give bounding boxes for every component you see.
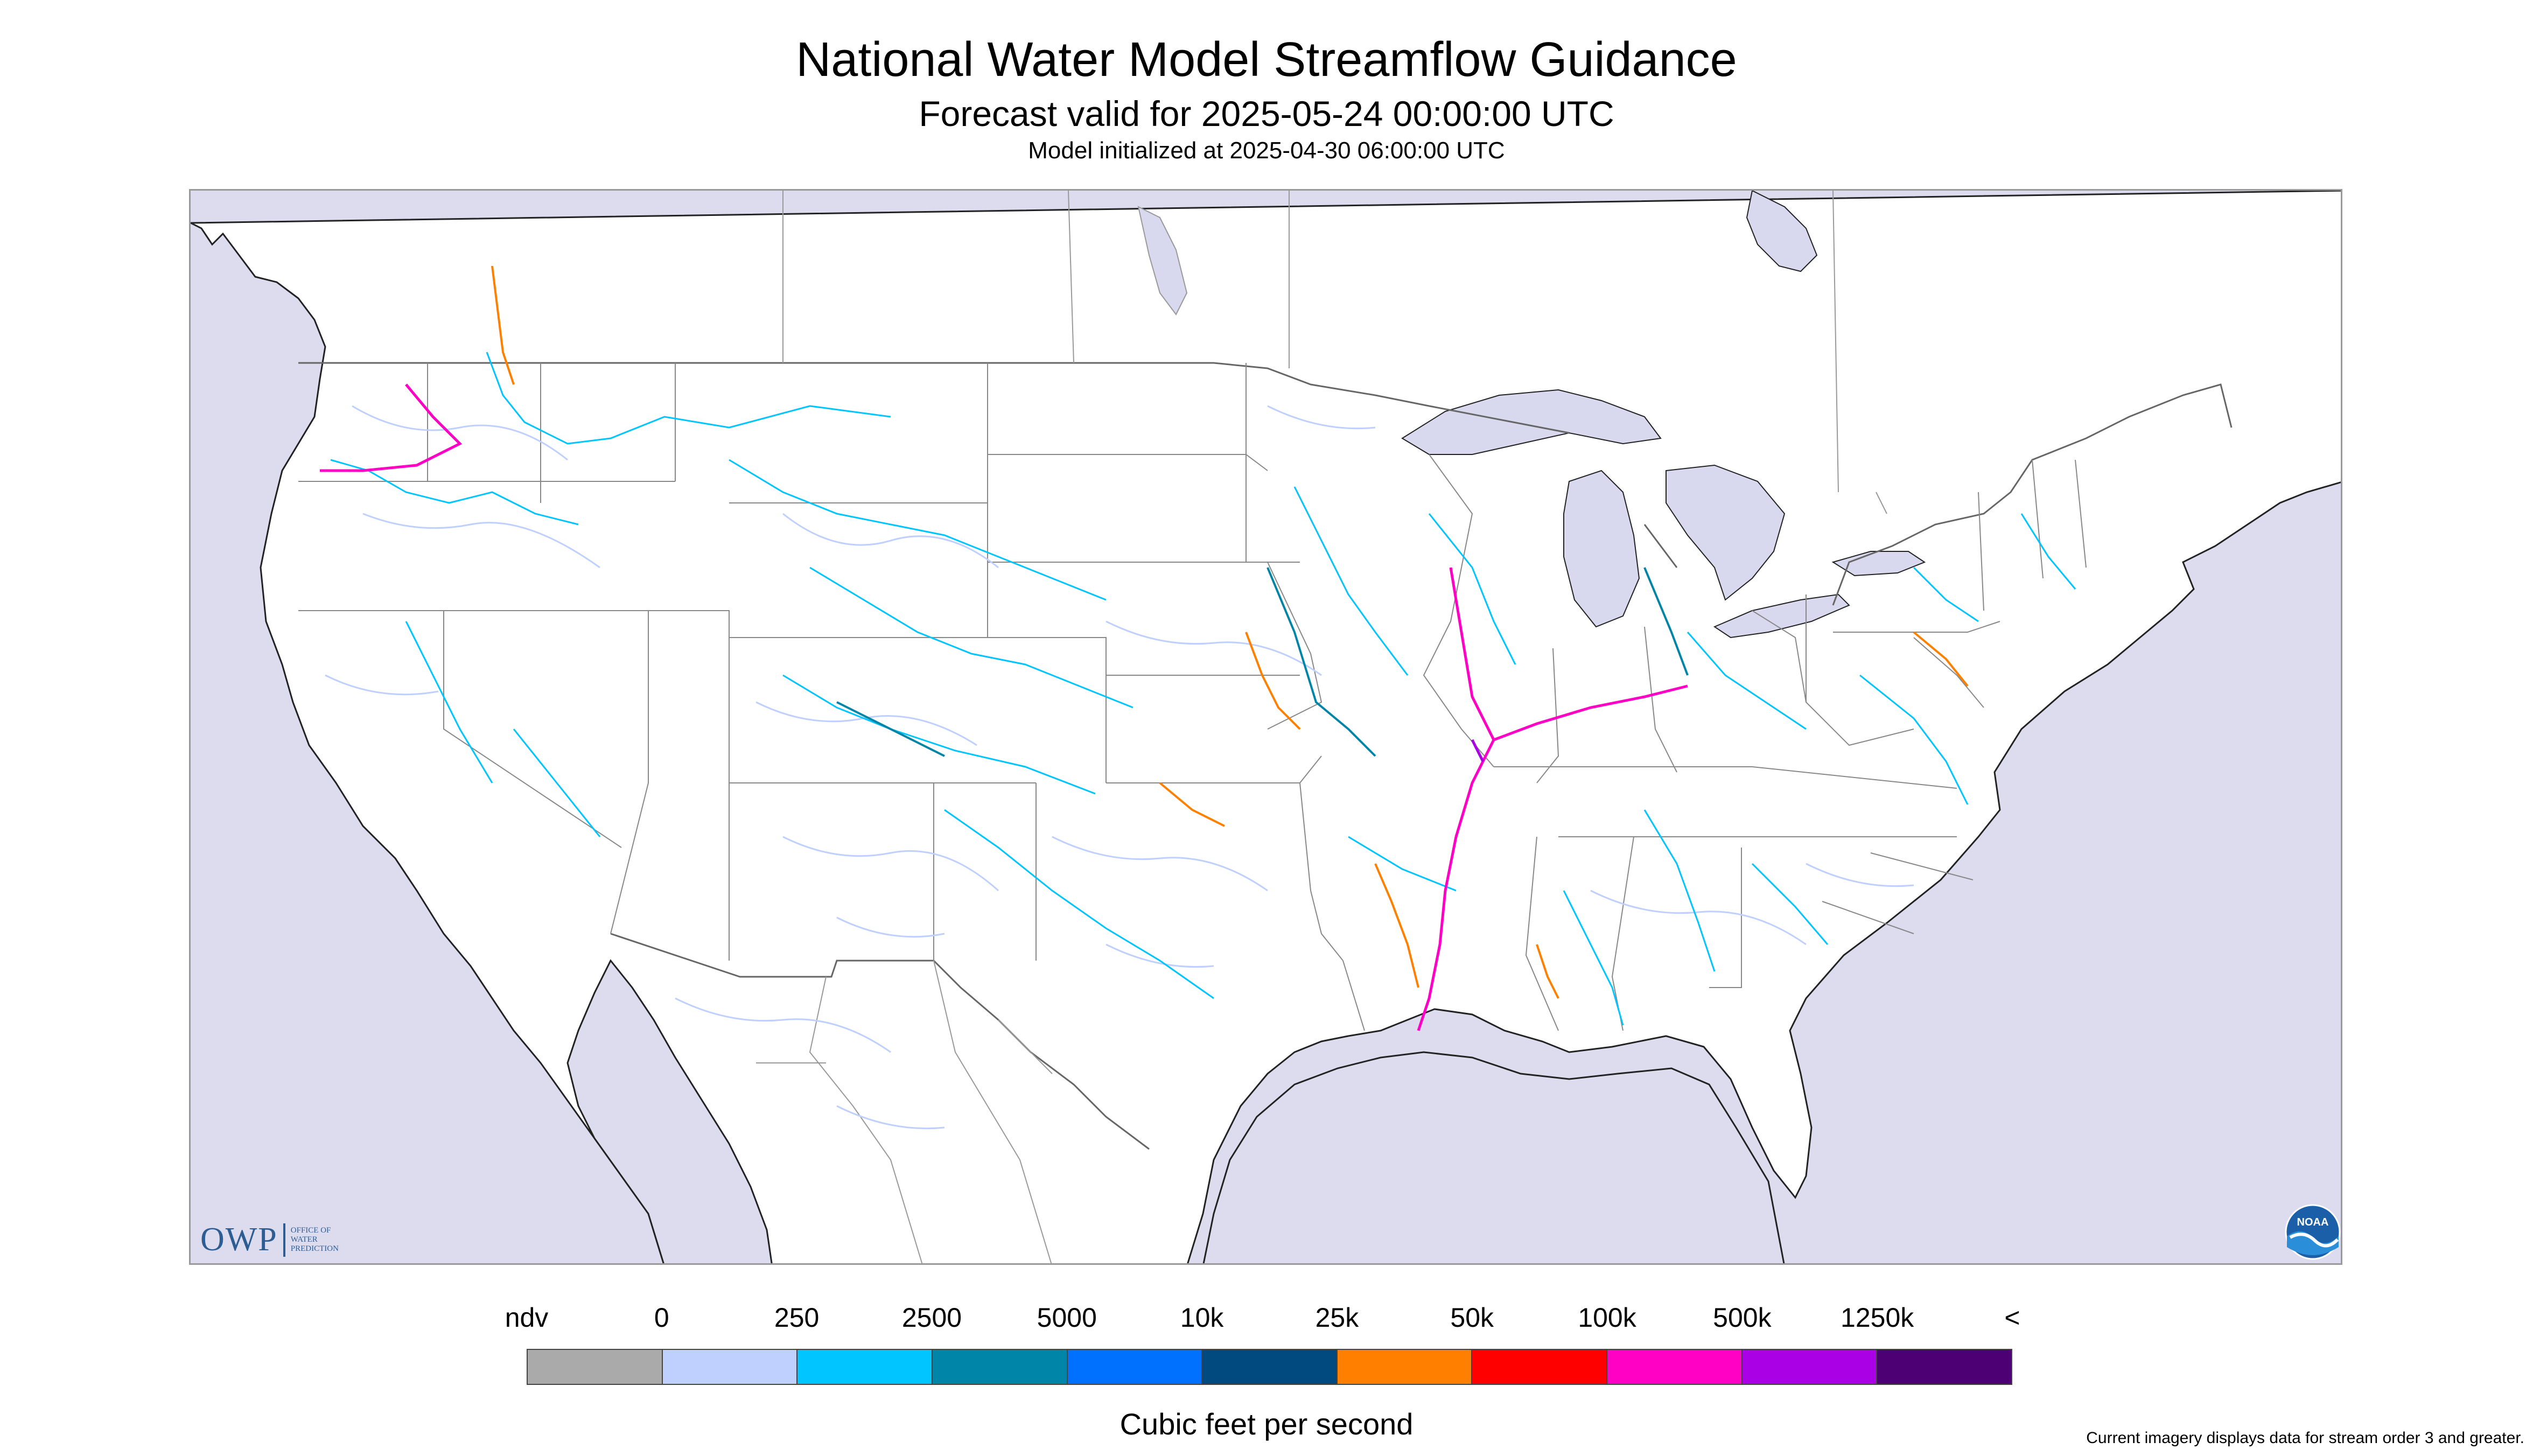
lake-huron — [1666, 464, 1786, 601]
map-canvas — [191, 191, 2341, 1263]
legend-label: 0 — [654, 1303, 669, 1333]
owp-logo-divider — [283, 1223, 285, 1257]
noaa-logo-text: NOAA — [2297, 1216, 2329, 1228]
streamflow-map[interactable] — [189, 189, 2342, 1265]
forecast-valid-time: Forecast valid for 2025-05-24 00:00:00 U… — [919, 94, 1614, 134]
legend-swatch — [1742, 1350, 1878, 1384]
canada-province-lines — [782, 191, 1887, 514]
rivers-purple-flow — [1471, 739, 1485, 762]
legend-label: 250 — [774, 1303, 820, 1333]
noaa-logo: NOAA — [2285, 1204, 2341, 1260]
legend-label: ndv — [505, 1303, 549, 1333]
legend-label: 2500 — [901, 1303, 962, 1333]
footnote: Current imagery displays data for stream… — [2086, 1429, 2524, 1447]
legend-swatch — [932, 1350, 1068, 1384]
legend-label: 10k — [1180, 1303, 1224, 1333]
legend-swatch — [1067, 1350, 1203, 1384]
rivers-magenta-flow — [320, 383, 1688, 1031]
legend-swatch — [1337, 1350, 1473, 1384]
model-init-time: Model initialized at 2025-04-30 06:00:00… — [1028, 137, 1505, 164]
legend-labels: ndv 0 250 2500 5000 10k 25k 50k 100k 500k 1250k < — [0, 1302, 2533, 1334]
owp-logo: OWP OFFICE OF WATER PREDICTION — [200, 1221, 350, 1259]
mexico-state-lines — [756, 960, 1053, 1263]
lake-ontario — [1831, 551, 1926, 577]
us-canada-border — [298, 362, 2233, 606]
rivers-medium-flow — [330, 352, 2076, 1026]
legend-color-bar — [527, 1349, 2012, 1385]
us-state-boundaries — [298, 363, 2087, 1031]
legend-swatch — [797, 1350, 933, 1384]
gulf-of-california — [566, 959, 773, 1263]
lake-winnipeg — [1137, 206, 1188, 316]
legend-swatch — [662, 1350, 798, 1384]
rivers-low-flow — [325, 405, 1914, 1130]
owp-logo-letters: OWP — [200, 1221, 278, 1258]
legend-swatch — [528, 1350, 663, 1384]
legend-swatch — [1607, 1350, 1743, 1384]
legend-label: 25k — [1315, 1303, 1359, 1333]
legend-label: 1250k — [1841, 1303, 1914, 1333]
legend-swatch — [1202, 1350, 1338, 1384]
lake-superior — [1401, 389, 1662, 455]
legend-label: 500k — [1713, 1303, 1772, 1333]
legend-label: 5000 — [1037, 1303, 1097, 1333]
legend-units: Cubic feet per second — [1119, 1407, 1414, 1441]
us-mexico-border — [610, 933, 1150, 1150]
legend-swatch — [1472, 1350, 1608, 1384]
legend-label: 100k — [1578, 1303, 1636, 1333]
lake-erie — [1713, 593, 1850, 639]
hudson-bay-inlet — [1746, 191, 1818, 272]
legend-label: < — [2004, 1303, 2020, 1333]
lake-michigan — [1563, 470, 1640, 628]
legend-label: 50k — [1450, 1303, 1494, 1333]
map-title: National Water Model Streamflow Guidance — [796, 33, 1737, 87]
legend-swatch — [1877, 1350, 2012, 1384]
rivers-higher-flow — [836, 567, 1689, 757]
gulf-of-mexico — [1202, 1051, 1785, 1263]
land-mass — [191, 191, 2341, 1263]
rivers-orange-flow — [491, 265, 1969, 999]
owp-logo-subtext: OFFICE OF WATER PREDICTION — [290, 1226, 339, 1253]
